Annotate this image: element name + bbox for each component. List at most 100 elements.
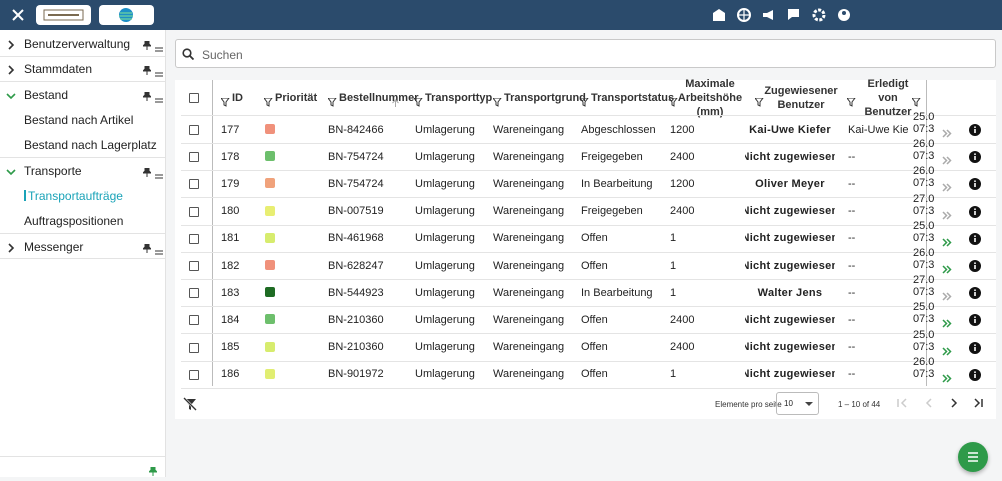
cell-height: 1 — [670, 286, 677, 299]
row-checkbox[interactable] — [189, 261, 199, 271]
cell-id: 182 — [221, 259, 240, 272]
drag-handle[interactable] — [155, 92, 163, 106]
info-button[interactable] — [969, 313, 981, 331]
filter-icon[interactable] — [846, 94, 856, 112]
pin-icon[interactable] — [141, 39, 153, 53]
filter-icon[interactable] — [263, 94, 273, 112]
pagination-buttons[interactable] — [895, 396, 985, 410]
logo-globe[interactable] — [99, 5, 154, 25]
column-header[interactable]: ID — [232, 80, 272, 115]
info-button[interactable] — [969, 368, 981, 386]
column-divider — [212, 80, 213, 386]
start-action[interactable] — [942, 315, 952, 333]
start-action[interactable] — [942, 261, 952, 279]
start-action[interactable] — [942, 179, 952, 197]
cell-time: 07:3 — [913, 204, 935, 217]
page-size-select[interactable]: 10 — [776, 392, 819, 415]
cell-status: Offen — [581, 259, 608, 272]
chevron[interactable] — [6, 64, 16, 78]
info-button[interactable] — [969, 150, 981, 168]
column-header[interactable]: Transportstatus — [591, 80, 674, 115]
start-action[interactable] — [942, 152, 952, 170]
filter-icon[interactable] — [754, 94, 764, 112]
header-checkbox[interactable] — [189, 93, 199, 103]
row-checkbox[interactable] — [189, 288, 199, 299]
cell-order: BN-544923 — [328, 286, 384, 299]
pin-icon[interactable] — [141, 242, 153, 256]
pin-icon[interactable] — [141, 64, 153, 78]
toolbar-icons[interactable] — [710, 7, 855, 23]
cell-height: 1 — [670, 368, 677, 381]
cell-status: Abgeschlossen — [581, 123, 656, 136]
start-action[interactable] — [942, 370, 952, 388]
cell-assigned: Nicht zugewiesen — [745, 205, 835, 218]
fab-menu[interactable] — [958, 442, 988, 472]
sidebar-item[interactable]: Stammdaten — [0, 56, 165, 81]
start-action[interactable] — [942, 343, 952, 361]
info-button[interactable] — [969, 341, 981, 359]
sidebar-item[interactable]: Bestand nach Artikel — [0, 107, 165, 132]
filter-icon[interactable] — [327, 94, 337, 112]
clear-filter-button[interactable] — [183, 397, 197, 411]
sidebar-item[interactable]: Transportaufträge — [0, 183, 165, 208]
pin-sidebar[interactable] — [147, 463, 159, 481]
filter-icon[interactable] — [579, 94, 589, 112]
row-checkbox[interactable] — [189, 315, 199, 326]
sidebar-item[interactable]: Auftragspositionen — [0, 208, 165, 233]
chevron[interactable] — [6, 90, 16, 104]
row-checkbox[interactable] — [189, 233, 199, 244]
cell-time: 07:3 — [913, 313, 935, 326]
cell-done-by: -- — [848, 313, 856, 326]
start-action[interactable] — [942, 207, 952, 225]
drag-handle[interactable] — [155, 244, 163, 258]
start-action[interactable] — [942, 234, 952, 252]
search-placeholder: Suchen — [202, 48, 243, 62]
drag-handle[interactable] — [155, 41, 163, 55]
filter-icon[interactable] — [911, 94, 921, 112]
info-button[interactable] — [969, 123, 981, 141]
filter-icon[interactable] — [220, 94, 230, 112]
info-button[interactable] — [969, 286, 981, 304]
sidebar-item[interactable]: Benutzerverwaltung — [0, 31, 165, 56]
column-header[interactable]: Bestellnummer — [339, 80, 419, 115]
info-button[interactable] — [969, 177, 981, 195]
chevron[interactable] — [6, 166, 16, 180]
pin-icon[interactable] — [141, 166, 153, 180]
row-checkbox[interactable] — [189, 125, 199, 135]
search-box[interactable]: Suchen — [175, 39, 996, 68]
row-checkbox[interactable] — [189, 152, 199, 163]
pin-icon[interactable] — [141, 90, 153, 104]
row-checkbox[interactable] — [189, 179, 199, 190]
start-action[interactable] — [942, 288, 952, 306]
column-header[interactable]: Erledigt von Benutzer — [858, 78, 918, 118]
sidebar-item[interactable]: Transporte — [0, 158, 165, 183]
cell-order: BN-842466 — [328, 123, 384, 136]
sidebar-item[interactable]: Bestand — [0, 82, 165, 107]
column-header[interactable]: Priorität — [275, 80, 330, 115]
filter-icon[interactable] — [668, 94, 678, 112]
column-header[interactable]: Transporttyp — [425, 80, 495, 115]
info-button[interactable] — [969, 232, 981, 250]
row-checkbox[interactable] — [189, 206, 199, 217]
sidebar-item[interactable]: Messenger — [0, 234, 165, 259]
close-button[interactable] — [12, 9, 24, 21]
start-action[interactable] — [942, 125, 952, 143]
cell-assigned: Nicht zugewiesen — [745, 368, 835, 381]
drag-handle[interactable] — [155, 66, 163, 80]
row-checkbox[interactable] — [189, 369, 199, 380]
chevron[interactable] — [6, 242, 16, 256]
logo-stradivari[interactable] — [36, 5, 91, 25]
chevron[interactable] — [6, 39, 16, 53]
sidebar-item[interactable]: Bestand nach Lagerplatz — [0, 132, 165, 157]
info-button[interactable] — [969, 205, 981, 223]
info-button[interactable] — [969, 259, 981, 277]
drag-handle[interactable] — [155, 168, 163, 182]
cell-reason: Wareneingang — [493, 259, 565, 272]
filter-icon[interactable] — [413, 94, 423, 112]
column-header[interactable]: Zugewiesener Benutzer — [764, 80, 837, 115]
filter-icon[interactable] — [492, 94, 502, 112]
row-checkbox[interactable] — [189, 342, 199, 353]
column-header[interactable]: Transportgrund — [504, 80, 586, 115]
column-header[interactable]: Maximale Arbeitshöhe (mm) — [678, 78, 742, 118]
cell-id: 183 — [221, 286, 240, 299]
